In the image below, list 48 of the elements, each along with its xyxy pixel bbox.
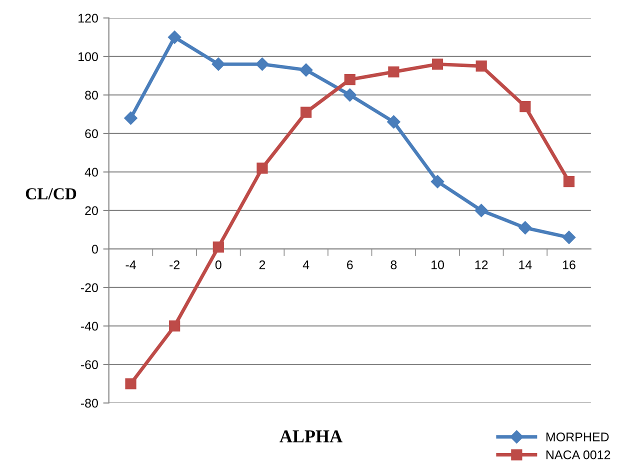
x-tick-label: 8 [390,260,397,270]
point [212,58,225,71]
x-tick-label: 16 [562,260,576,270]
point [388,66,400,78]
x-tick-label: 12 [475,260,488,270]
point [432,58,444,70]
y-tick-label: 100 [78,52,98,62]
point [343,88,356,102]
point [476,60,487,72]
y-tick-label: 20 [85,206,98,216]
legend-label: NACA 0012 [546,450,610,460]
y-tick-label: 0 [92,244,98,254]
point [520,100,531,112]
x-tick-label: -4 [126,260,136,270]
point [256,58,269,71]
y-tick-label: 120 [78,14,98,23]
y-tick-label: 60 [85,129,98,138]
y-axis-title: CL/CD [26,188,76,200]
x-axis-title: ALPHA [280,430,342,442]
point [387,115,400,129]
point [344,74,356,86]
point [212,242,224,253]
x-tick-label: 10 [432,260,444,270]
point [299,63,313,77]
y-tick-label: 40 [84,168,98,177]
point [518,221,532,234]
y-tick-label: 80 [85,90,98,100]
point [300,106,312,118]
point [563,176,575,188]
x-tick-label: 2 [259,260,266,270]
x-tick-label: 0 [215,260,222,270]
point [169,320,180,332]
x-tick-label: 4 [302,260,310,270]
y-tick-label: -40 [80,322,98,331]
point [562,230,576,244]
y-tick-label: -20 [80,283,98,292]
y-tick-label: -60 [80,360,98,370]
point [168,30,182,44]
point [124,111,138,125]
x-tick-label: 6 [347,260,353,270]
point [125,378,136,390]
point [256,162,268,174]
point [474,204,488,218]
point [430,175,444,188]
x-tick-label: -2 [170,260,180,270]
x-tick-label: 14 [519,260,532,270]
y-tick-label: -80 [80,398,98,408]
legend-label: MORPHED [546,432,609,442]
